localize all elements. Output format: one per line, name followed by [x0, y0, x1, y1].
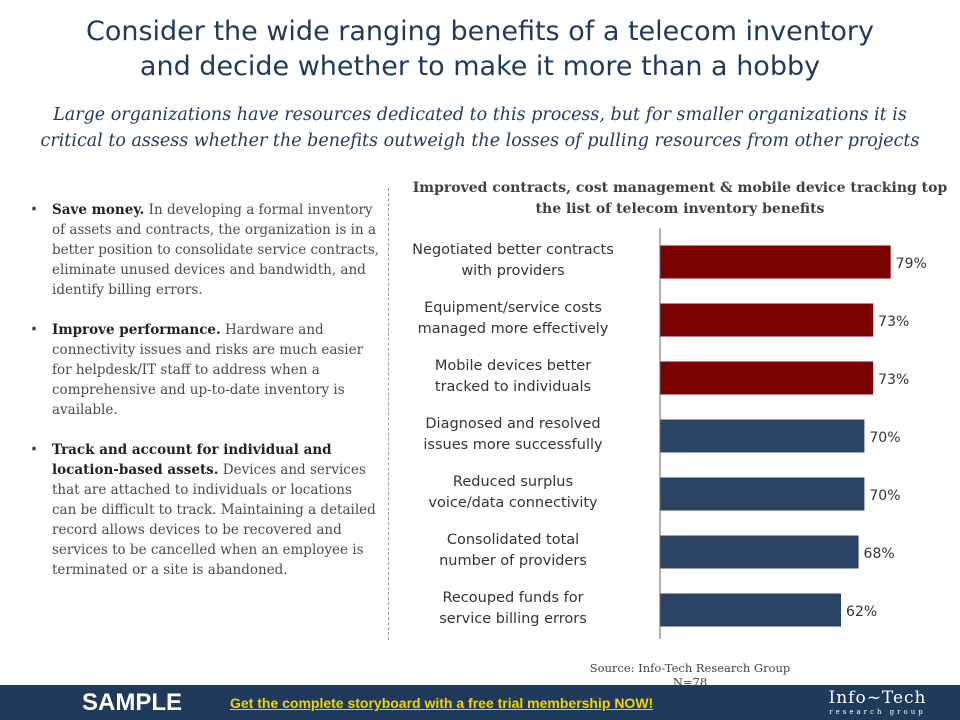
data-label: 68% — [864, 546, 895, 562]
page-subtitle: Large organizations have resources dedic… — [10, 102, 950, 154]
logo-tagline: research group — [829, 708, 926, 716]
benefit-item: • Track and account for individual and lo… — [30, 440, 380, 580]
data-label: 79% — [896, 256, 927, 272]
bullet-icon: • — [30, 442, 38, 458]
data-label: 73% — [878, 372, 909, 388]
source-label: Source: Info-Tech Research Group — [589, 661, 791, 675]
bar — [660, 303, 874, 337]
category-label-line: Equipment/service costs — [424, 300, 602, 316]
bullet-icon: • — [30, 322, 38, 338]
category-label-line: managed more effectively — [418, 321, 609, 337]
benefit-heading: Improve performance. — [52, 322, 221, 338]
category-label: Recouped funds for service billing errors — [439, 590, 587, 627]
category-label-line: Diagnosed and resolved — [425, 416, 600, 432]
category-label-line: Consolidated total — [447, 532, 579, 548]
category-label-line: service billing errors — [439, 611, 587, 627]
page-title: Consider the wide ranging benefits of a … — [20, 14, 940, 84]
sample-label: SAMPLE — [82, 689, 183, 716]
bar — [660, 245, 891, 279]
bar — [660, 535, 859, 569]
benefit-item: • Improve performance. Hardware and conne… — [30, 320, 380, 420]
category-label: Equipment/service costs managed more effe… — [418, 300, 609, 337]
page-subtitle-line-1: Large organizations have resources dedic… — [53, 105, 907, 125]
category-label: Negotiated better contracts with provider… — [412, 242, 614, 279]
bar — [660, 361, 874, 395]
category-label-line: Recouped funds for — [442, 590, 583, 606]
category-label-line: Reduced surplus — [453, 474, 573, 490]
data-label: 70% — [869, 430, 900, 446]
category-label: Diagnosed and resolved issues more succes… — [423, 416, 603, 453]
category-label-line: issues more successfully — [423, 437, 603, 453]
bullet-icon: • — [30, 202, 38, 218]
column-divider — [388, 188, 389, 640]
logo-wordmark: Info~Tech — [828, 688, 927, 708]
page-title-line-1: Consider the wide ranging benefits of a … — [85, 16, 875, 47]
bar — [660, 419, 865, 453]
page-title-line-2: and decide whether to make it more than … — [139, 51, 821, 82]
benefits-list: • Save money. In developing a formal inve… — [30, 200, 380, 600]
category-label-line: number of providers — [439, 553, 587, 569]
benefit-text: Hardware and connectivity issues and ris… — [52, 322, 364, 418]
category-label: Mobile devices better tracked to individu… — [435, 358, 591, 395]
category-label: Consolidated total number of providers — [439, 532, 587, 569]
page-subtitle-line-2: critical to assess whether the benefits … — [40, 131, 920, 151]
benefit-text: Devices and services that are attached t… — [52, 462, 376, 578]
benefit-heading: Track and account for individual and loc… — [52, 442, 332, 478]
benefit-item: • Save money. In developing a formal inve… — [30, 200, 380, 300]
category-label-line: voice/data connectivity — [428, 495, 598, 511]
data-label: 62% — [846, 604, 877, 620]
bar — [660, 477, 865, 511]
free-trial-link[interactable]: Get the complete storyboard with a free … — [230, 695, 654, 711]
data-label: 73% — [878, 314, 909, 330]
benefit-text: In developing a formal inventory of asse… — [52, 202, 380, 298]
footer-banner: SAMPLE Get the complete storyboard with … — [0, 685, 960, 720]
category-label-line: with providers — [461, 263, 564, 279]
category-label-line: Mobile devices better — [435, 358, 591, 374]
info-tech-logo: Info~Tech research group — [820, 688, 935, 717]
chart-title: Improved contracts, cost management & mo… — [412, 180, 948, 217]
data-label: 70% — [869, 488, 900, 504]
category-label-line: tracked to individuals — [435, 379, 591, 395]
bar-chart: 79% Negotiated better contracts with provi… — [412, 228, 927, 639]
bar — [660, 593, 842, 627]
category-label: Reduced surplus voice/data connectivity — [428, 474, 598, 511]
benefit-heading: Save money. — [52, 202, 145, 218]
category-label-line: Negotiated better contracts — [412, 242, 614, 258]
